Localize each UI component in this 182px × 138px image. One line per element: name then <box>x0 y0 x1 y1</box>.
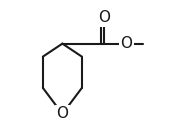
Text: O: O <box>120 36 132 51</box>
Text: O: O <box>56 106 68 121</box>
Text: O: O <box>98 10 110 25</box>
